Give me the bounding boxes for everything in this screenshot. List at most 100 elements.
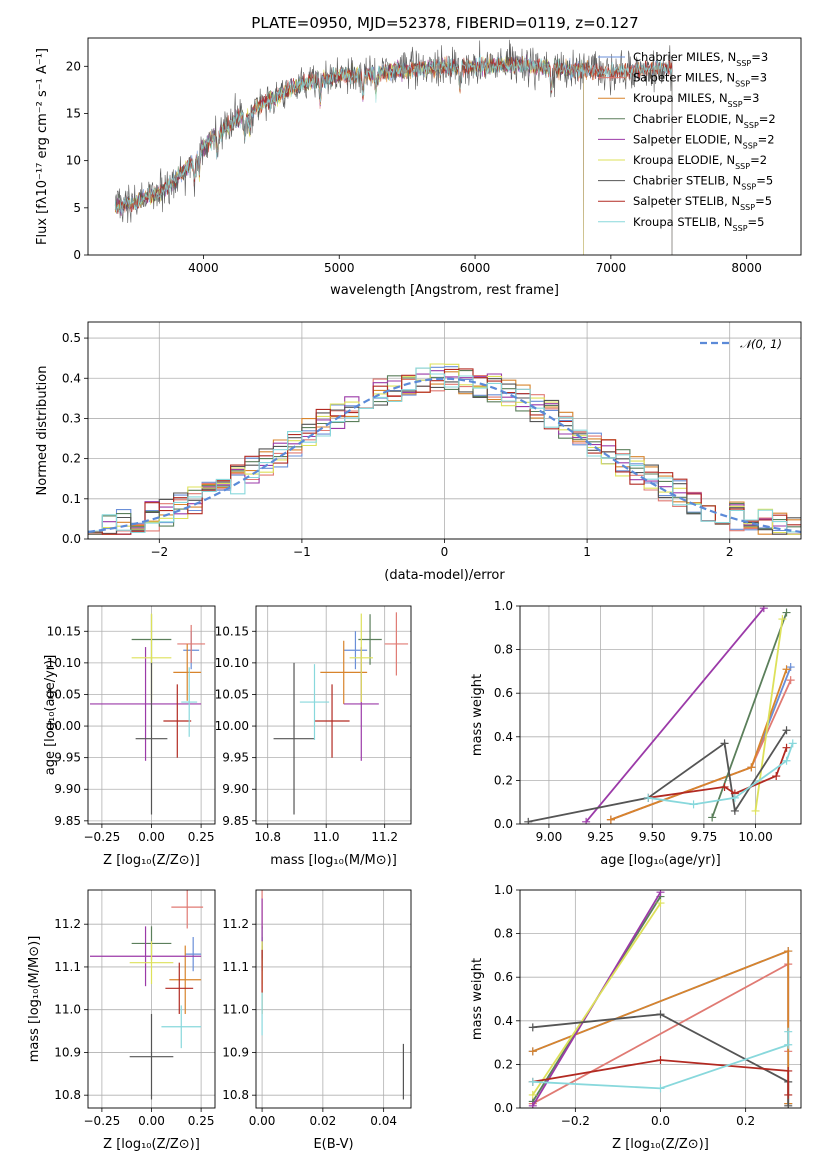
mass_weight_vs_Z-marker [528, 1101, 537, 1108]
age_vs_Z-ytick-label: 9.85 [54, 814, 81, 828]
mass_weight_vs_age-plot-area [524, 606, 797, 824]
mass_weight_vs_Z-ytick-label: 0.4 [494, 1014, 513, 1028]
mass_vs_Z-point [129, 1013, 174, 1100]
spectrum-series [114, 53, 673, 255]
spectrum-series [115, 56, 673, 255]
age_vs_Z-frame [87, 605, 216, 825]
age_vs_Z-axes: −0.25 0.00 0.25 9.85 9.90 9.95 10.00 10.05 10.10… [43, 606, 215, 868]
spectrum-series [114, 56, 584, 255]
mass_weight_vs_age-ytick-label: 0.6 [494, 686, 513, 700]
age_vs_mass-point [299, 664, 330, 740]
age_vs_mass-ytick-label: 10.15 [215, 624, 249, 638]
mass_weight_vs_age-series [610, 666, 792, 821]
mass_weight_vs_Z-xlabel: Z [log₁₀(Z/Z⊙)] [612, 1137, 709, 1152]
spectrum-frame [87, 37, 802, 256]
spectrum-xtick-label: 8000 [731, 261, 762, 275]
mass_weight_vs_age-series [647, 747, 788, 799]
mass_weight_vs_Z-marker [784, 1101, 793, 1108]
mass_vs_ebv-ytick-label: 11.0 [222, 1003, 249, 1017]
mass_weight_vs_age-marker [788, 739, 797, 748]
spectrum-ytick-label: 20 [66, 59, 81, 73]
age_vs_mass-point [384, 612, 409, 676]
residuals-xtick-label: 0 [441, 545, 449, 559]
mass_weight_vs_age-marker [782, 608, 791, 617]
mass_weight_vs_age-marker [782, 665, 791, 674]
age_vs_mass-point [314, 684, 350, 758]
mass_weight_vs_Z-ytick-label: 0.0 [494, 1101, 513, 1115]
mass_vs_Z-point [165, 962, 194, 1014]
mass_vs_Z-ylabel: mass [log₁₀(M/M⊙)] [27, 936, 42, 1063]
mass_vs_Z-point [129, 941, 174, 985]
mass_vs_Z-ytick-label: 11.2 [54, 917, 81, 931]
spectrum-xtick-label: 5000 [324, 261, 355, 275]
mass_vs_ebv-xtick-label: 0.00 [249, 1114, 276, 1128]
legend-entry: Kroupa STELIB, NSSP=5 [633, 215, 764, 233]
age_vs_Z-plot-area [89, 613, 206, 815]
residual-histogram [88, 366, 801, 535]
age_vs_mass-point [320, 640, 368, 704]
mass_weight_vs_age-ytick-label: 0.8 [494, 643, 513, 657]
mass_weight_vs_age-marker [720, 782, 729, 791]
age_vs_Z-ylabel: age [log₁₀(age/yr)] [43, 655, 58, 776]
mass_vs_Z-point [169, 945, 202, 1014]
mass_weight_vs_Z-ytick-label: 0.6 [494, 970, 513, 984]
mass_vs_Z-plot-area [89, 890, 204, 1100]
age_vs_mass-ytick-label: 10.00 [215, 719, 249, 733]
legend-entry: Salpeter STELIB, NSSP=5 [633, 194, 772, 212]
mass_weight_vs_Z-marker [656, 1056, 665, 1065]
age_vs_mass-xtick-label: 11.0 [313, 830, 340, 844]
mass_weight_vs_Z-marker [528, 1047, 537, 1056]
spectrum-series [114, 39, 673, 255]
mass_vs_Z-ytick-label: 10.8 [54, 1088, 81, 1102]
spectrum-series [114, 55, 673, 255]
residuals-ylabel: Normed distribution [35, 366, 50, 496]
spectrum-axes: 4000 5000 6000 7000 8000 0 5 10 15 20 wavelength [… [35, 48, 762, 298]
mass_vs_ebv-ytick-label: 10.8 [222, 1088, 249, 1102]
mass_weight_vs_age-marker [747, 763, 756, 772]
mass_weight_vs_age-marker [772, 772, 781, 781]
mass_weight_vs_Z-series [532, 1031, 790, 1090]
mass_weight_vs_age-marker [782, 726, 791, 735]
spectrum-xtick-label: 6000 [460, 261, 491, 275]
mass_weight_vs_age-marker [751, 806, 760, 815]
mass_weight_vs_Z-ytick-label: 0.2 [494, 1057, 513, 1071]
mass_weight_vs_age-series [528, 729, 788, 823]
mass_weight_vs_age-marker [759, 606, 768, 613]
age_vs_mass-point [343, 631, 368, 670]
mass_vs_Z-point [161, 1005, 202, 1049]
spectrum-legend: Chabrier MILES, NSSP=3 Salpeter MILES, NS… [598, 50, 776, 232]
age_vs_mass-ytick-label: 9.90 [222, 782, 249, 796]
age_vs_mass-ytick-label: 9.95 [222, 751, 249, 765]
mass_weight_vs_age-xtick-label: 9.25 [587, 830, 614, 844]
mass_weight_vs_age-frame [519, 605, 802, 825]
residuals-plot-area [88, 363, 801, 535]
spectrum-ytick-label: 5 [73, 201, 81, 215]
mass_weight_vs_Z-frame [519, 889, 802, 1109]
mass_weight_vs_Z-marker [656, 890, 665, 897]
mass_weight_vs_Z-marker [528, 1077, 537, 1086]
mass_vs_ebv-xtick-label: 0.02 [310, 1114, 337, 1128]
mass_vs_Z-ytick-label: 11.0 [54, 1003, 81, 1017]
mass_weight_vs_age-xtick-label: 10.00 [738, 830, 772, 844]
residuals-ytick-label: 0.5 [62, 331, 81, 345]
mass_weight_vs_age-marker [689, 800, 698, 809]
mass_vs_ebv-frame [255, 889, 412, 1109]
spectrum-series [114, 54, 584, 255]
mass_vs_ebv-xtick-label: 0.04 [370, 1114, 397, 1128]
mass_weight_vs_age-marker [730, 806, 739, 815]
mass_weight_vs_Z-marker [784, 1090, 793, 1099]
mass_weight_vs_age-marker [524, 817, 533, 824]
mass_vs_Z-point [89, 926, 202, 987]
mass_weight_vs_Z-marker [784, 947, 793, 956]
age_vs_mass-plot-area [273, 612, 409, 815]
mass_weight_vs_Z-ytick-label: 1.0 [494, 883, 513, 897]
residual-histogram [88, 367, 801, 534]
mass_weight_vs_Z-marker [656, 899, 665, 908]
mass_weight_vs_age-xtick-label: 9.00 [536, 830, 563, 844]
mass_weight_vs_Z-marker [528, 1023, 537, 1032]
mass_vs_ebv-axes: 0.00 0.02 0.04 10.8 10.9 11.0 11.1 11.2 E(B-V) [222, 890, 411, 1152]
mass_vs_ebv-ytick-label: 11.1 [222, 960, 249, 974]
mass_weight_vs_Z-series [532, 1059, 790, 1095]
age_vs_Z-xtick-label: −0.25 [84, 830, 121, 844]
